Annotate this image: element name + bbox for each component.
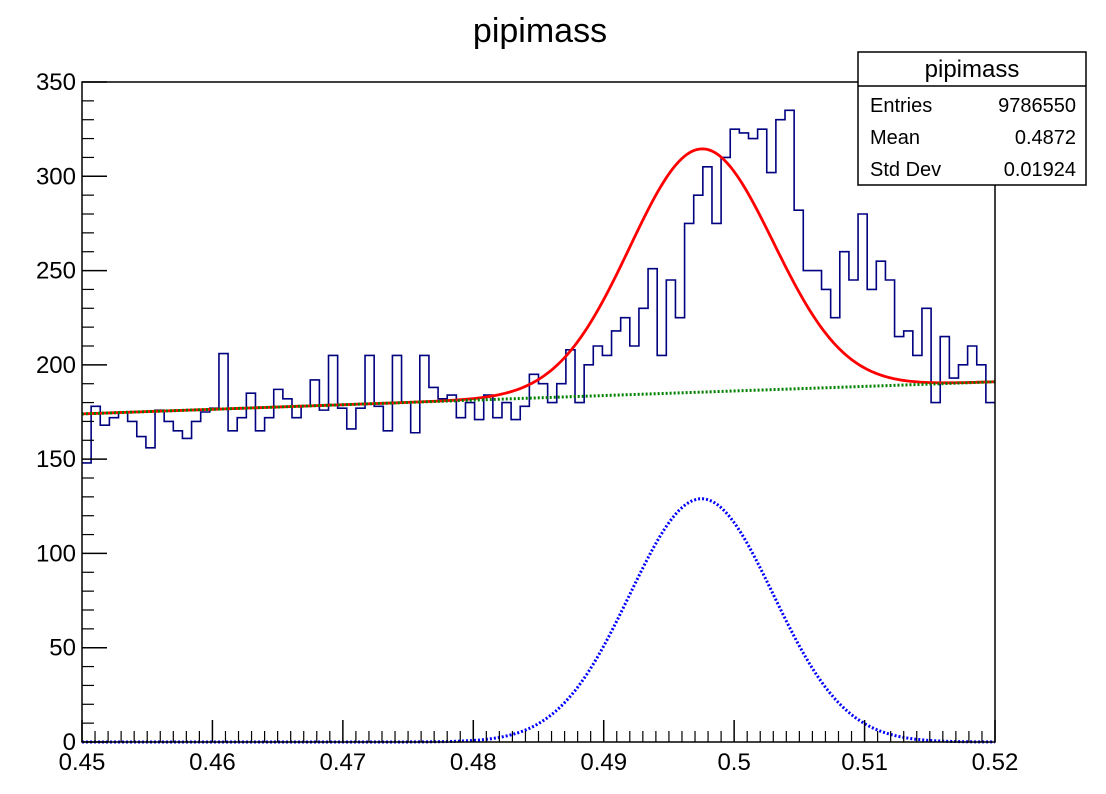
x-tick-label: 0.45 (59, 749, 106, 776)
stats-mean-value: 0.4872 (1015, 127, 1076, 149)
stats-entries-label: Entries (870, 95, 932, 117)
y-tick-label: 150 (36, 446, 76, 473)
y-tick-label: 250 (36, 258, 76, 285)
stats-mean-label: Mean (870, 127, 920, 149)
x-tick-label: 0.5 (717, 749, 750, 776)
fit-curve-background (81, 380, 996, 416)
stats-stddev-value: 0.01924 (1004, 159, 1076, 181)
x-tick-label: 0.49 (580, 749, 627, 776)
stats-box: pipimass Entries 9786550 Mean 0.4872 Std… (857, 51, 1087, 186)
x-tick-label: 0.46 (189, 749, 236, 776)
y-tick-label: 350 (36, 69, 76, 96)
fit-curve-signal (82, 497, 996, 744)
stats-box-title: pipimass (925, 56, 1020, 83)
x-tick-label: 0.48 (450, 749, 497, 776)
histogram-step-line (82, 109, 995, 464)
x-tick-label: 0.47 (319, 749, 366, 776)
stats-entries-value: 9786550 (998, 95, 1076, 117)
y-tick-label: 0 (63, 729, 76, 756)
y-tick-label: 300 (36, 163, 76, 190)
chart-title: pipimass (473, 12, 607, 50)
y-tick-label: 200 (36, 352, 76, 379)
y-tick-label: 100 (36, 540, 76, 567)
stats-stddev-label: Std Dev (870, 159, 941, 181)
x-tick-label: 0.52 (972, 749, 1019, 776)
x-tick-label: 0.51 (841, 749, 888, 776)
y-tick-label: 50 (49, 635, 76, 662)
